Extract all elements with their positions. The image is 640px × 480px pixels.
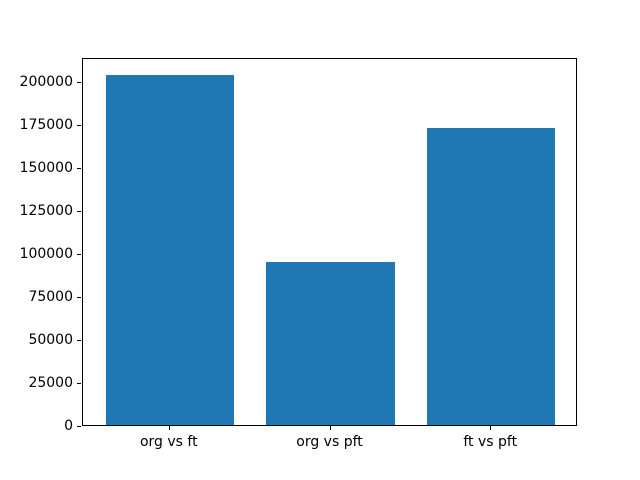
y-tick [77,125,81,127]
bar-org-vs-ft [105,74,235,425]
y-tick [77,82,81,84]
x-tick-label: org vs ft [139,434,198,450]
y-tick [77,297,81,299]
bar-ft-vs-pft [426,127,556,425]
y-tick-label: 25000 [28,375,73,392]
y-tick-label: 125000 [19,203,73,220]
x-tick [329,426,331,430]
y-tick [77,340,81,342]
y-tick-label: 175000 [19,117,73,134]
y-tick-label: 50000 [28,332,73,349]
plot-area [82,58,577,426]
y-tick-label: 0 [64,418,73,434]
y-tick-label: 100000 [19,246,73,263]
y-tick-label: 75000 [28,289,73,306]
x-tick [490,426,492,430]
bar-org-vs-pft [266,261,395,425]
y-tick [77,426,81,427]
x-tick-label: org vs pft [296,434,363,450]
y-tick-label: 150000 [19,160,73,177]
y-tick-label: 200000 [19,74,73,91]
y-tick [77,254,81,256]
x-tick [168,426,170,430]
y-tick [77,383,81,385]
x-tick-label: ft vs pft [463,434,518,450]
y-tick [77,168,81,170]
y-tick [77,211,81,213]
